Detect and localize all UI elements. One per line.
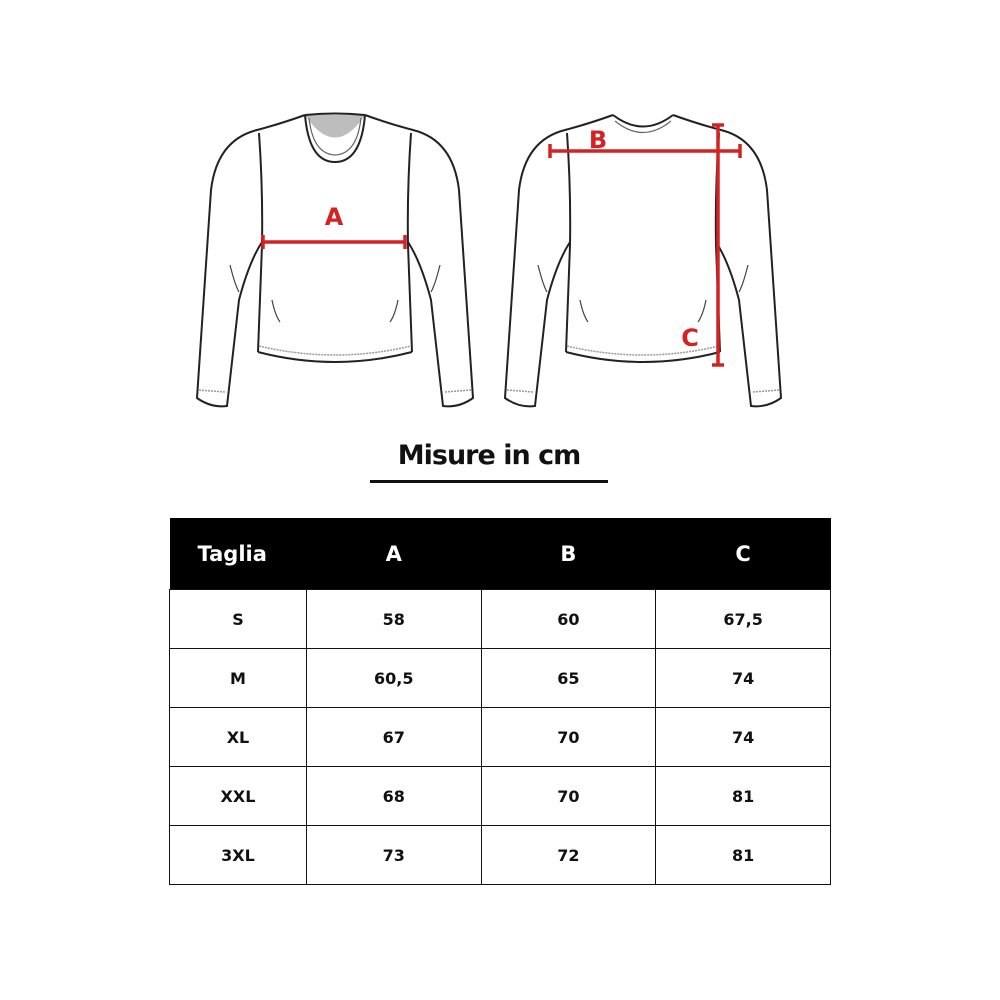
label-a: A — [325, 203, 344, 231]
table-row: M 60,5 65 74 — [169, 648, 831, 708]
cell-a: 58 — [305, 589, 482, 649]
cell-b: 60 — [480, 589, 657, 649]
header-size: Taglia — [169, 518, 307, 590]
measure-b — [548, 144, 742, 158]
label-c: C — [681, 324, 699, 352]
measure-a — [261, 235, 407, 249]
back-shirt — [505, 115, 781, 406]
table-row: S 58 60 67,5 — [169, 589, 831, 649]
cell-size: M — [169, 648, 307, 708]
cell-c: 74 — [655, 648, 831, 708]
page-title: Misure in cm — [397, 440, 581, 471]
table-row: XL 67 70 74 — [169, 707, 831, 767]
cell-a: 60,5 — [305, 648, 482, 708]
cell-size: S — [169, 589, 307, 649]
cell-size: 3XL — [169, 825, 307, 885]
table-row: 3XL 73 72 81 — [169, 825, 831, 885]
header-b: B — [481, 518, 656, 590]
header-c: C — [655, 518, 831, 590]
cell-c: 67,5 — [655, 589, 831, 649]
header-a: A — [306, 518, 482, 590]
table-header-row: Taglia A B C — [169, 518, 831, 590]
cell-size: XL — [169, 707, 307, 767]
cell-b: 72 — [480, 825, 657, 885]
cell-b: 70 — [480, 707, 657, 767]
cell-c: 74 — [655, 707, 831, 767]
cell-a: 67 — [305, 707, 482, 767]
shirt-diagram: A B C — [0, 112, 1000, 430]
cell-size: XXL — [169, 766, 307, 826]
cell-b: 70 — [480, 766, 657, 826]
measure-c — [712, 123, 724, 367]
cell-b: 65 — [480, 648, 657, 708]
size-table: Taglia A B C S 58 60 67,5 M 60,5 65 74 XL 67 70 7… — [169, 518, 831, 885]
cell-a: 73 — [305, 825, 482, 885]
title-underline — [370, 480, 608, 483]
label-b: B — [589, 126, 607, 154]
front-shirt — [197, 112, 473, 407]
cell-c: 81 — [655, 825, 831, 885]
table-row: XXL 68 70 81 — [169, 766, 831, 826]
cell-c: 81 — [655, 766, 831, 826]
cell-a: 68 — [305, 766, 482, 826]
